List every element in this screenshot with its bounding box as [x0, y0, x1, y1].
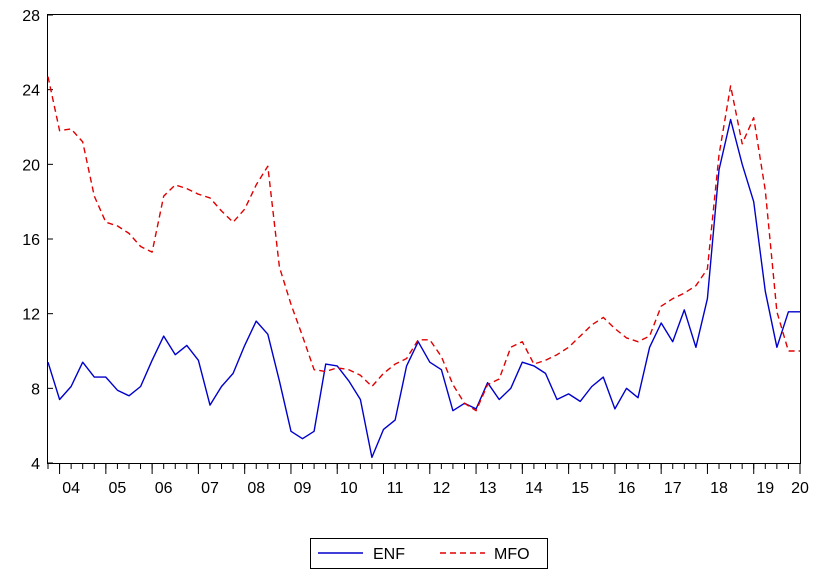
x-tick-label: 18 — [710, 480, 728, 497]
x-tick-label: 15 — [571, 480, 589, 497]
x-tick-label: 07 — [201, 480, 219, 497]
x-tick-label: 08 — [247, 480, 265, 497]
x-tick-label: 19 — [756, 480, 774, 497]
legend-label-mfo: MFO — [494, 546, 530, 563]
x-axis: 04 05 06 07 08 09 10 11 12 13 14 15 16 17 18 19 20 — [47, 463, 809, 497]
x-tick-label: 14 — [525, 480, 543, 497]
y-tick-label: 4 — [31, 456, 40, 473]
plot-frame — [47, 14, 801, 464]
x-tick-label: 09 — [294, 480, 312, 497]
x-tick-label: 16 — [618, 480, 636, 497]
legend: ENF MFO — [310, 538, 548, 569]
x-tick-label: 20 — [791, 480, 809, 497]
x-tick-label: 06 — [155, 480, 173, 497]
x-tick-label: 10 — [340, 480, 358, 497]
x-tick-label: 04 — [62, 480, 80, 497]
y-tick-label: 8 — [31, 381, 40, 398]
x-tick-label: 12 — [432, 480, 450, 497]
legend-label-enf: ENF — [373, 546, 405, 563]
y-axis: 4 8 12 16 20 24 28 — [22, 8, 53, 473]
series-layer — [47, 76, 800, 459]
series-line-enf — [47, 118, 800, 459]
y-tick-label: 12 — [22, 307, 40, 324]
y-tick-label: 16 — [22, 232, 40, 249]
x-tick-label: 05 — [109, 480, 127, 497]
y-tick-label: 20 — [22, 157, 40, 174]
x-tick-label: 17 — [664, 480, 682, 497]
y-tick-label: 24 — [22, 83, 40, 100]
x-tick-label: 13 — [479, 480, 497, 497]
x-tick-label: 11 — [387, 480, 404, 497]
series-line-mfo — [47, 76, 800, 412]
y-tick-label: 28 — [22, 8, 40, 25]
